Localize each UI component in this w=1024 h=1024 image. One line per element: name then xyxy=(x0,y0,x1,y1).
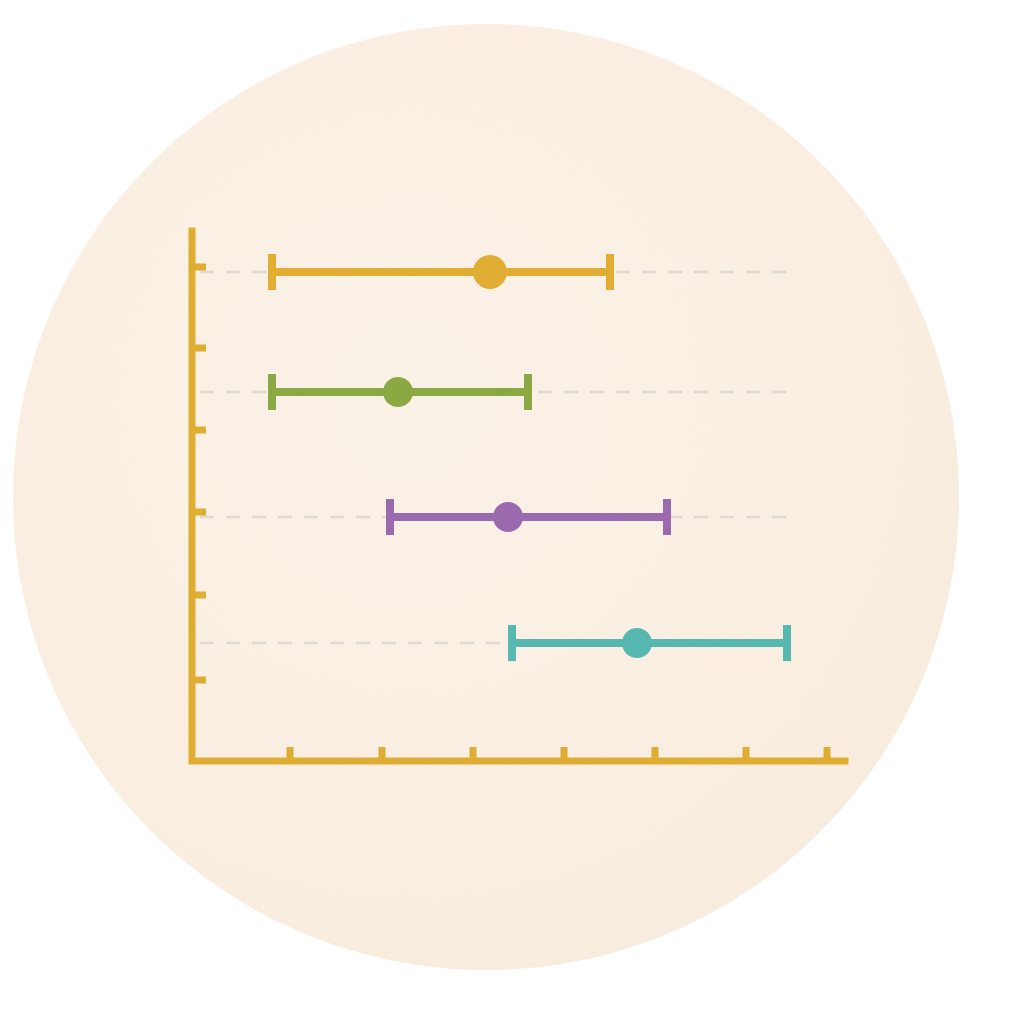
axis-lines xyxy=(188,227,849,765)
error-bar-series[interactable] xyxy=(508,625,791,661)
x-axis-ticks xyxy=(286,747,831,760)
circular-panel xyxy=(13,24,959,970)
error-bar-series[interactable] xyxy=(268,254,614,290)
panel-circle xyxy=(13,24,959,970)
point-estimate-marker[interactable] xyxy=(493,502,523,532)
data-series-layer xyxy=(268,254,791,661)
y-axis-ticks xyxy=(193,263,206,684)
point-estimate-marker[interactable] xyxy=(622,628,652,658)
point-estimate-marker[interactable] xyxy=(383,377,413,407)
error-bar-series[interactable] xyxy=(268,374,532,410)
error-bar-series[interactable] xyxy=(386,499,671,535)
point-estimate-marker[interactable] xyxy=(473,255,507,289)
